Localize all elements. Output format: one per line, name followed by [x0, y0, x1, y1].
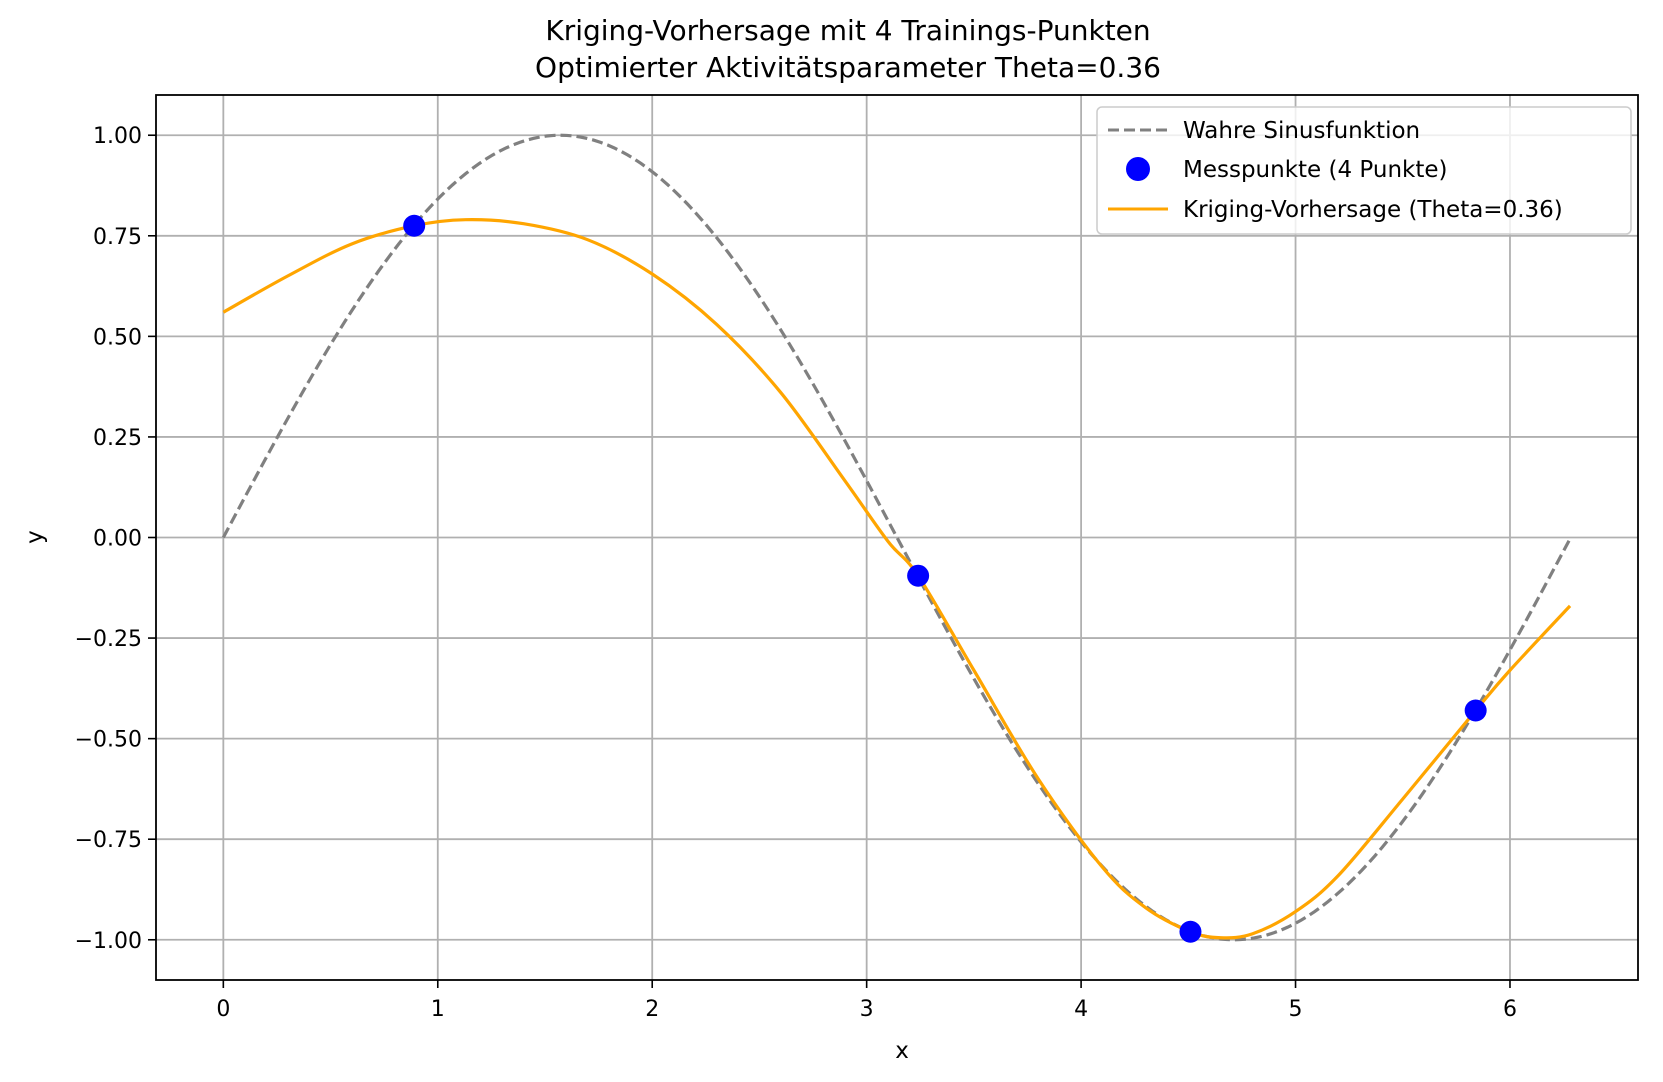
y-tick-label: 0.50 [93, 325, 142, 350]
y-tick-label: −0.75 [75, 828, 142, 853]
measurement-point [403, 214, 426, 237]
y-tick-label: 0.00 [93, 527, 142, 552]
legend-label-measurements: Messpunkte (4 Punkte) [1183, 157, 1448, 183]
y-axis-ticks: 1.00 0.75 0.50 0.25 0.00 −0.25 −0.50 −0.75 −1.00 [75, 124, 156, 954]
measurement-point [1464, 699, 1487, 722]
x-tick-label: 5 [1289, 997, 1303, 1022]
y-tick-label: 1.00 [93, 124, 142, 149]
x-tick-label: 0 [216, 997, 230, 1022]
chart-title-line1: Kriging-Vorhersage mit 4 Trainings-Punkt… [545, 14, 1150, 47]
x-tick-label: 6 [1503, 997, 1517, 1022]
y-tick-label: 0.75 [93, 225, 142, 250]
series-line-true-sine [221, 133, 1573, 942]
chart-title-line2: Optimierter Aktivitätsparameter Theta=0.… [535, 51, 1161, 84]
legend-box [1096, 106, 1632, 235]
y-tick-label: −1.00 [75, 929, 142, 954]
grid [156, 95, 1638, 980]
x-tick-label: 2 [645, 997, 659, 1022]
plot-frame [155, 94, 1639, 981]
y-tick-label: −0.50 [75, 728, 142, 753]
y-axis-label: y [22, 530, 48, 544]
legend: Wahre Sinusfunktion Messpunkte (4 Punkte… [1096, 106, 1632, 235]
plot-series [221, 133, 1573, 943]
y-tick-label: −0.25 [75, 627, 142, 652]
y-tick-label: 0.25 [93, 426, 142, 451]
x-axis-ticks: 0 1 2 3 4 5 6 [216, 980, 1517, 1022]
legend-swatch-measurements [1126, 157, 1150, 181]
series-line-kriging [222, 218, 1572, 940]
x-axis-label: x [895, 1038, 909, 1064]
x-tick-label: 1 [431, 997, 445, 1022]
x-tick-label: 3 [860, 997, 874, 1022]
x-tick-label: 4 [1074, 997, 1088, 1022]
legend-label-kriging: Kriging-Vorhersage (Theta=0.36) [1183, 197, 1563, 223]
measurement-point [907, 564, 930, 587]
legend-label-true-sine: Wahre Sinusfunktion [1183, 118, 1420, 144]
measurement-point [1179, 920, 1202, 943]
